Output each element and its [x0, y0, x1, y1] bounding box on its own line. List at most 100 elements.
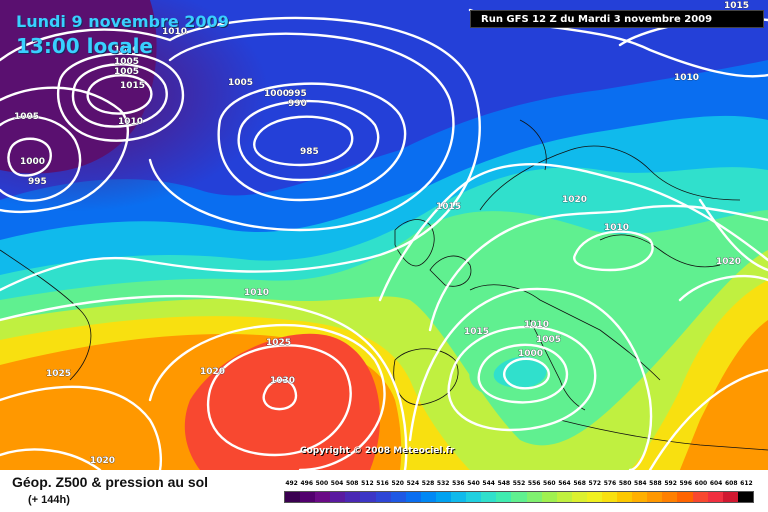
color-scale-label: 500 [315, 480, 329, 487]
isobar-label: 1020 [200, 367, 225, 377]
color-scale-cell [315, 492, 331, 502]
isobar-label: 1010 [604, 223, 629, 233]
valid-date-title: Lundi 9 novembre 2009 [16, 12, 229, 31]
product-title: Géop. Z500 & pression au sol [12, 474, 209, 490]
isobar-label: 1005 [114, 57, 139, 67]
color-scale-labels: 492 496 500 504 508 512 516 520 524 528 532 536 540 5… [284, 480, 754, 490]
isobar-label: 1015 [120, 81, 145, 91]
color-scale-label: 584 [634, 480, 647, 487]
isobar-label: 995 [288, 89, 307, 99]
color-scale-label: 520 [391, 480, 404, 487]
color-scale-cell [466, 492, 482, 502]
isobar-label: 1010 [118, 117, 143, 127]
isobar-label: 1015 [436, 202, 461, 212]
color-scale-label: 556 [527, 480, 541, 487]
isobar-label: 985 [300, 147, 319, 157]
color-scale-label: 496 [300, 480, 313, 487]
isobar-label: 1005 [536, 335, 561, 345]
isobar-labels: 1000 1005 1015 1010 1005 1000 995 1005 1… [14, 1, 750, 467]
isobar-label: 1025 [266, 338, 291, 348]
color-scale-label: 608 [724, 480, 738, 487]
color-scale-label: 528 [421, 480, 435, 487]
local-time-title: 13:00 locale [16, 34, 153, 58]
color-scale-cell [481, 492, 497, 502]
color-scale-cell [405, 492, 421, 502]
isobar-label: 990 [288, 99, 307, 109]
model-run-info: Run GFS 12 Z du Mardi 3 novembre 2009 [470, 10, 764, 28]
color-scale-cell [375, 492, 391, 502]
color-scale-label: 504 [330, 480, 344, 487]
color-scale-cell [300, 492, 316, 502]
color-scale-label: 516 [376, 480, 389, 487]
color-scale-cell [677, 492, 693, 502]
color-scale-cell [435, 492, 452, 502]
color-scale-cell [526, 492, 542, 502]
isobar-label: 1020 [716, 257, 741, 267]
color-scale-cell [556, 492, 572, 502]
color-scale-label: 512 [361, 480, 374, 487]
color-scale-label: 564 [558, 480, 571, 487]
geopotential-map: 1000 1005 1015 1010 1005 1000 995 1005 1… [0, 0, 768, 470]
color-scale-cell [662, 492, 678, 502]
isobar-label: 1010 [524, 320, 549, 330]
color-scale-cell [707, 492, 723, 502]
color-scale-label: 552 [512, 480, 526, 487]
color-scale-cell [330, 492, 346, 502]
isobar-label: 1000 [518, 349, 543, 359]
color-scale-cell [541, 492, 557, 502]
isobar-label: 1005 [114, 67, 139, 77]
isobar-label: 1020 [90, 456, 115, 466]
color-scale-label: 560 [543, 480, 556, 487]
color-scale-cell [571, 492, 587, 502]
color-scale-cell [345, 492, 361, 502]
color-scale-cell [632, 492, 648, 502]
color-scale-label: 576 [603, 480, 617, 487]
color-scale-cell [285, 492, 301, 502]
forecast-hour: (+ 144h) [28, 494, 70, 506]
color-scale-label: 596 [679, 480, 693, 487]
isobar-label: 1015 [724, 1, 749, 11]
color-scale-label: 492 [285, 480, 298, 487]
isobar-label: 1005 [228, 78, 253, 88]
isobar-label: 1000 [20, 157, 45, 167]
isobars [0, 8, 768, 470]
color-scale-cell [496, 492, 512, 502]
color-scale-cell [390, 492, 406, 502]
color-scale-bar [284, 491, 754, 503]
coastlines [0, 119, 768, 451]
color-scale-label: 600 [694, 480, 708, 487]
color-scale-label: 588 [649, 480, 662, 487]
isobar-label: 1010 [162, 27, 187, 37]
copyright-notice: Copyright © 2008 Meteociel.fr [300, 446, 455, 456]
color-scale-cell [692, 492, 708, 502]
color-scale-cell [511, 492, 527, 502]
color-scale-cell [420, 492, 436, 502]
color-scale-label: 572 [588, 480, 602, 487]
color-scale-label: 592 [664, 480, 677, 487]
color-scale-label: 568 [573, 480, 586, 487]
color-scale-label: 536 [452, 480, 465, 487]
isobar-label: 1000 [264, 89, 289, 99]
isobar-label: 1020 [562, 195, 587, 205]
color-scale-label: 540 [467, 480, 480, 487]
color-scale-label: 612 [740, 480, 753, 487]
isobar-label: 1010 [244, 288, 269, 298]
color-scale-cell [647, 492, 663, 502]
isobar-label: 1030 [270, 376, 295, 386]
isobar-label: 1025 [46, 369, 71, 379]
isobar-label: 1005 [14, 112, 39, 122]
color-scale-cell [586, 492, 602, 502]
color-scale-label: 524 [406, 480, 420, 487]
color-scale-cell [451, 492, 467, 502]
color-scale-label: 580 [618, 480, 632, 487]
color-scale-cell [617, 492, 633, 502]
isobar-label: 1015 [464, 327, 489, 337]
legend-bar: Géop. Z500 & pression au sol (+ 144h) 49… [0, 470, 768, 512]
isobar-label: 1000 [114, 45, 139, 55]
color-scale-cell [360, 492, 376, 502]
color-scale-cell [601, 492, 618, 502]
color-scale-label: 544 [482, 480, 495, 487]
color-scale-label: 548 [497, 480, 511, 487]
color-scale-label: 604 [709, 480, 723, 487]
